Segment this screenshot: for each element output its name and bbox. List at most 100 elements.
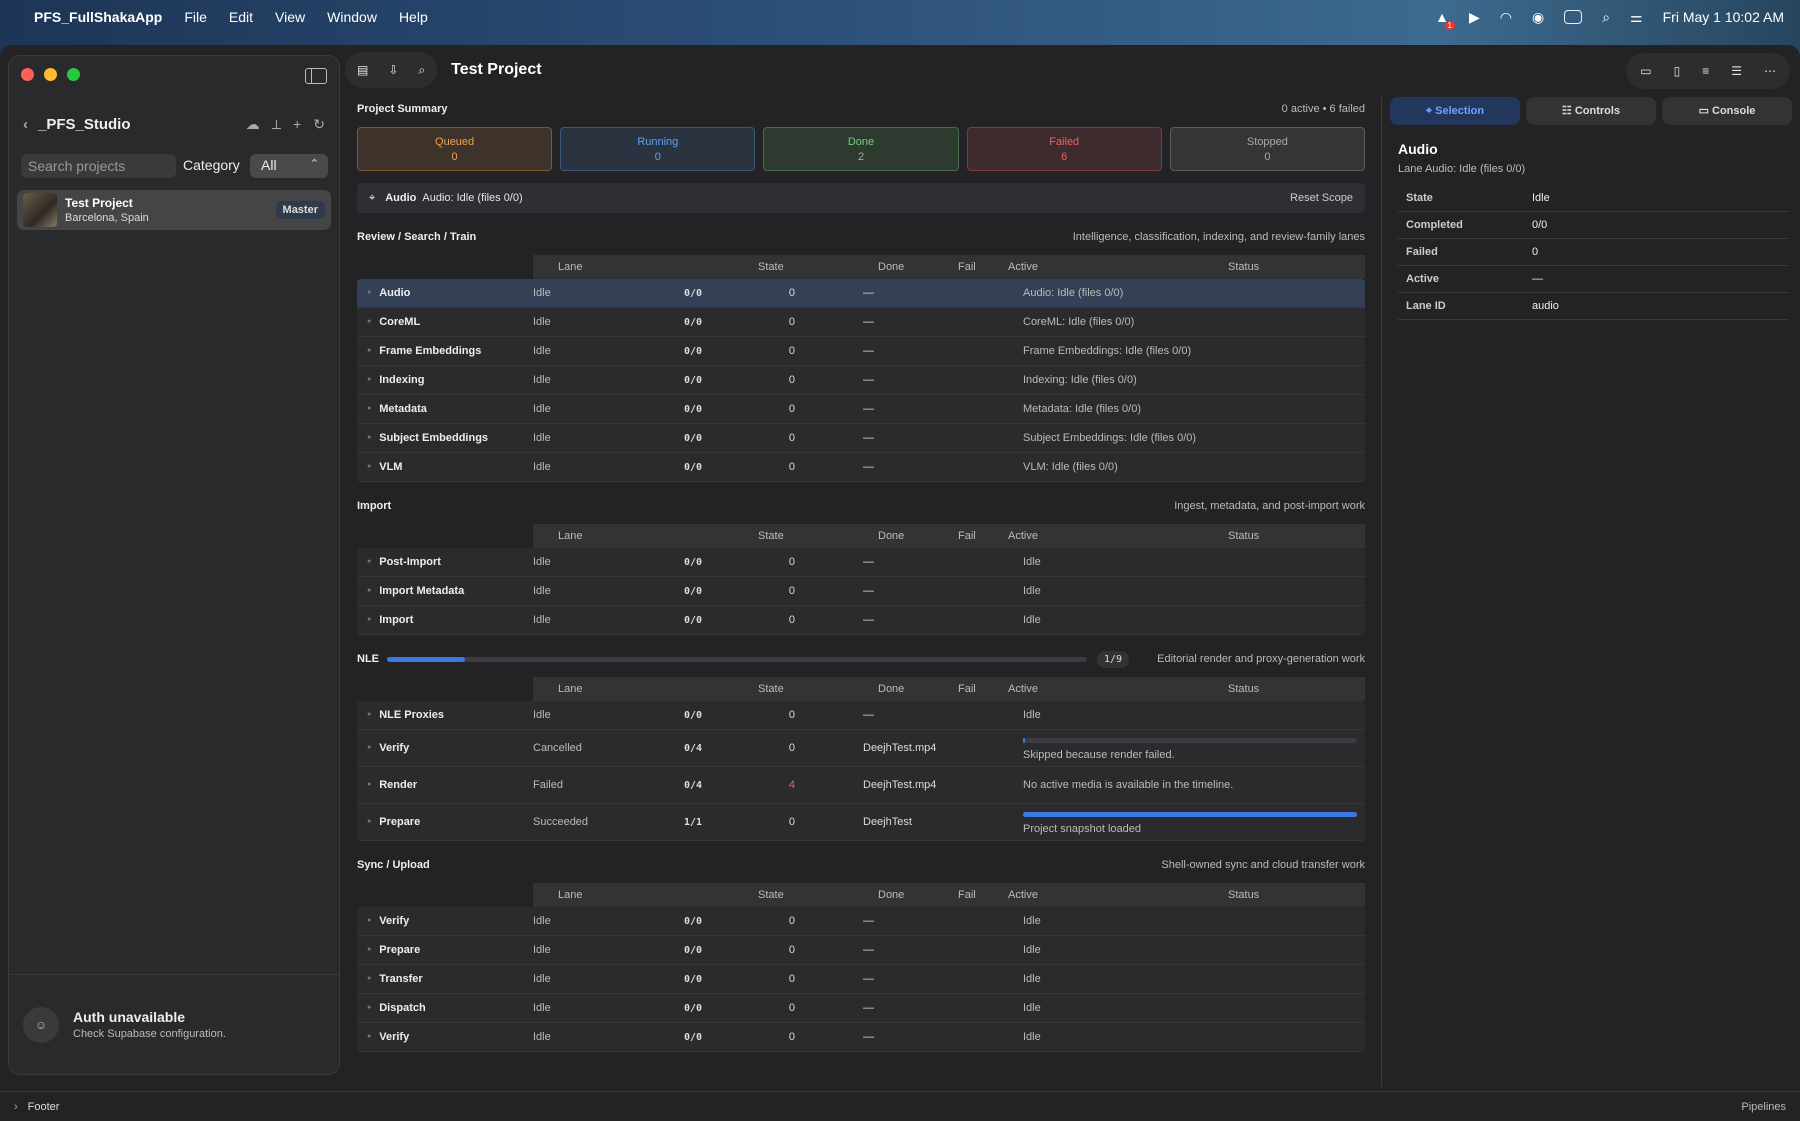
tab-controls[interactable]: ☷ Controls [1526, 97, 1656, 125]
search-icon[interactable]: ⌕ [418, 62, 426, 77]
film-icon[interactable]: ▯ [1673, 64, 1681, 78]
spotlight-search-icon[interactable]: ⌕ [1602, 8, 1611, 25]
summary-card-queued[interactable]: Queued 0 [357, 127, 553, 171]
menu-window[interactable]: Window [327, 9, 377, 25]
category-select[interactable]: All [250, 154, 328, 178]
notification-icon[interactable]: ▲ 1 [1435, 9, 1455, 30]
back-chevron-icon[interactable]: ‹ [23, 116, 28, 133]
summary-card-failed[interactable]: Failed 6 [966, 127, 1162, 171]
wifi-icon[interactable]: ◠ [1499, 8, 1512, 25]
field-value: audio [1532, 300, 1559, 312]
tab-selection[interactable]: ⌖ Selection [1390, 97, 1520, 125]
reset-scope-button[interactable]: Reset Scope [1290, 192, 1353, 204]
column-header-status[interactable]: Status [1203, 255, 1365, 279]
clock[interactable]: Fri May 1 10:02 AM [1662, 9, 1784, 25]
column-header-active[interactable]: Active [983, 255, 1203, 279]
column-header-done[interactable]: Done [853, 677, 933, 701]
column-header-state[interactable]: State [733, 255, 853, 279]
more-options-icon[interactable]: ⋯ [1764, 64, 1776, 78]
lane-status-text: Subject Embeddings: Idle (files 0/0) [1023, 432, 1197, 444]
menu-view[interactable]: View [275, 9, 306, 25]
column-header-done[interactable]: Done [853, 524, 933, 548]
project-list-item[interactable]: Test Project Barcelona, Spain Master [17, 190, 331, 230]
target-icon: ⌖ [369, 191, 376, 204]
archive-icon[interactable]: ▤ [357, 63, 369, 77]
column-header-state[interactable]: State [733, 677, 853, 701]
column-header-active[interactable]: Active [983, 677, 1203, 701]
sidebar-toggle-icon[interactable] [305, 68, 327, 84]
minimize-button[interactable] [44, 68, 57, 81]
summary-card-running[interactable]: Running 0 [560, 127, 756, 171]
lane-active: — [863, 316, 874, 328]
battery-icon[interactable] [1564, 10, 1583, 24]
menu-edit[interactable]: Edit [228, 9, 254, 25]
inspector-field-row: Lane ID audio [1398, 293, 1788, 320]
play-icon[interactable]: ▶ [1468, 8, 1480, 25]
column-header-active[interactable]: Active [983, 883, 1203, 907]
lane-name: Audio [357, 287, 533, 299]
filter-icon[interactable]: ≡ [1702, 64, 1710, 78]
column-header-lane[interactable]: Lane [533, 255, 733, 279]
column-header-state[interactable]: State [733, 883, 853, 907]
close-button[interactable] [21, 68, 34, 81]
refresh-icon[interactable]: ↻ [313, 116, 325, 132]
column-header-fail[interactable]: Fail [933, 255, 983, 279]
column-header-done[interactable]: Done [853, 883, 933, 907]
column-header-fail[interactable]: Fail [933, 524, 983, 548]
lane-done: 0/0 [683, 374, 703, 386]
header-spacer [357, 255, 533, 279]
app-name-menu[interactable]: PFS_FullShakaApp [34, 9, 163, 25]
column-header-lane[interactable]: Lane [533, 883, 733, 907]
folder-icon[interactable]: ▭ [1640, 64, 1652, 78]
scope-description: Audio: Idle (files 0/0) [422, 192, 523, 204]
column-header-fail[interactable]: Fail [933, 883, 983, 907]
column-header-active[interactable]: Active [983, 524, 1203, 548]
menu-help[interactable]: Help [398, 9, 428, 25]
summary-card-stopped[interactable]: Stopped 0 [1169, 127, 1365, 171]
project-location: Barcelona, Spain [65, 212, 149, 224]
inbox-icon[interactable]: ⇩ [388, 63, 399, 77]
column-header-status[interactable]: Status [1203, 677, 1365, 701]
lane-active: — [863, 374, 874, 386]
lane-fail: 0 [788, 944, 795, 956]
footer-label[interactable]: Footer [27, 1100, 60, 1113]
column-header-done[interactable]: Done [853, 255, 933, 279]
chevron-right-icon[interactable]: › [14, 1100, 18, 1113]
column-header-fail[interactable]: Fail [933, 677, 983, 701]
add-icon[interactable]: + [293, 116, 302, 132]
menu-file[interactable]: File [184, 9, 207, 25]
column-header-status[interactable]: Status [1203, 883, 1365, 907]
column-header-lane[interactable]: Lane [533, 524, 733, 548]
column-header-state[interactable]: State [733, 524, 853, 548]
search-projects-input[interactable] [21, 154, 176, 178]
cloud-icon[interactable]: ☁ [245, 116, 260, 132]
summary-card-done[interactable]: Done 2 [763, 127, 959, 171]
tab-console[interactable]: ▭ Console [1662, 97, 1792, 125]
zoom-button[interactable] [67, 68, 80, 81]
control-center-icon[interactable]: ⚌ [1630, 8, 1643, 25]
column-header-status[interactable]: Status [1203, 524, 1365, 548]
user-icon[interactable]: ◉ [1531, 8, 1545, 25]
layout-icon[interactable]: ☰ [1731, 64, 1742, 78]
column-header-lane[interactable]: Lane [533, 677, 733, 701]
pin-icon[interactable]: ⟂ [271, 116, 282, 132]
